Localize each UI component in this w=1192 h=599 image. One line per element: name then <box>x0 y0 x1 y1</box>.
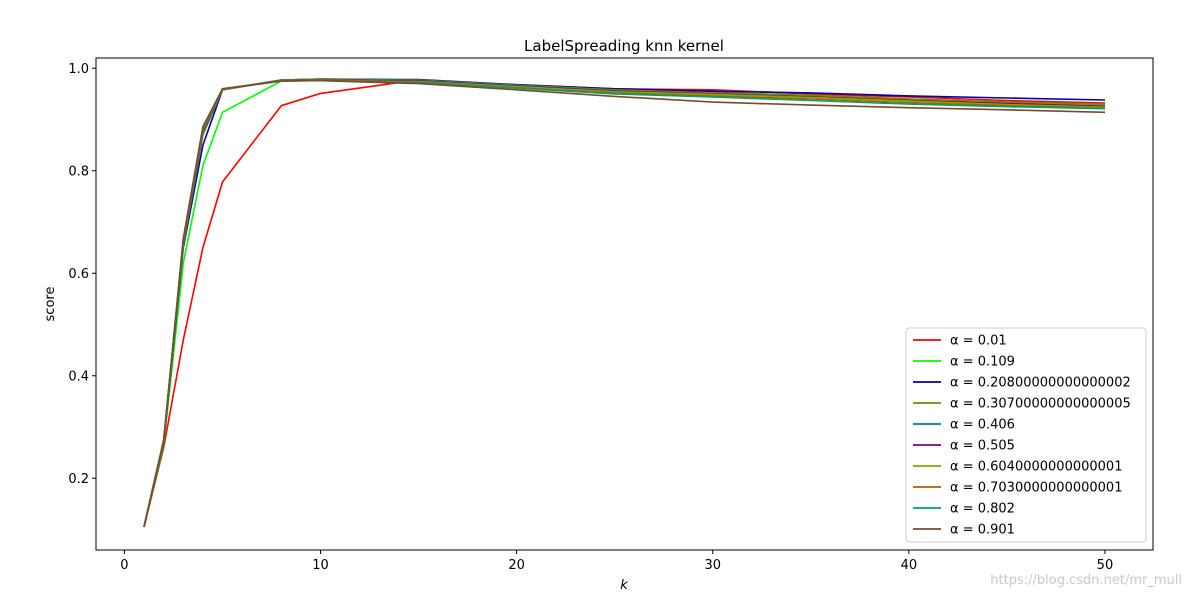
x-tick-label: 10 <box>312 558 329 573</box>
x-tick-label: 40 <box>901 558 918 573</box>
legend-label-9: α = 0.802 <box>950 502 1015 517</box>
y-axis-label: score <box>43 287 58 322</box>
x-tick-label: 0 <box>120 558 128 573</box>
axes-frame <box>95 57 1154 551</box>
legend-box <box>905 327 1147 543</box>
watermark-text: https://blog.csdn.net/mr_muli <box>990 573 1182 588</box>
x-tick-label: 50 <box>1097 558 1114 573</box>
y-tick-label: 1.0 <box>68 62 89 77</box>
series-lines <box>143 78 1106 528</box>
y-tick-label: 0.2 <box>68 472 89 487</box>
legend-label-5: α = 0.406 <box>950 418 1015 433</box>
legend-label-8: α = 0.7030000000000001 <box>950 481 1122 496</box>
legend-label-4: α = 0.30700000000000005 <box>950 397 1131 412</box>
series-line-10 <box>143 79 1106 528</box>
chart-title: LabelSpreading knn kernel <box>524 37 724 55</box>
legend-label-3: α = 0.20800000000000002 <box>950 376 1131 391</box>
y-tick-label: 0.8 <box>68 164 89 179</box>
y-axis: 0.2 0.4 0.6 0.8 1.0 <box>68 62 96 487</box>
legend: α = 0.01 α = 0.109 α = 0.20800000000000002… <box>905 327 1147 543</box>
y-tick-label: 0.6 <box>68 267 89 282</box>
legend-label-10: α = 0.901 <box>950 523 1015 538</box>
x-axis-label: k <box>620 578 628 593</box>
x-axis: 0 10 20 30 40 50 <box>120 550 1113 573</box>
plot-area: 0 10 20 30 40 50 0.2 0.4 0.6 0.8 1.0 <box>68 57 1154 573</box>
legend-label-7: α = 0.6040000000000001 <box>950 460 1122 475</box>
y-tick-label: 0.4 <box>68 369 89 384</box>
x-tick-label: 20 <box>508 558 525 573</box>
legend-label-6: α = 0.505 <box>950 439 1015 454</box>
legend-label-1: α = 0.01 <box>950 334 1007 349</box>
legend-label-2: α = 0.109 <box>950 355 1015 370</box>
x-tick-label: 30 <box>704 558 721 573</box>
